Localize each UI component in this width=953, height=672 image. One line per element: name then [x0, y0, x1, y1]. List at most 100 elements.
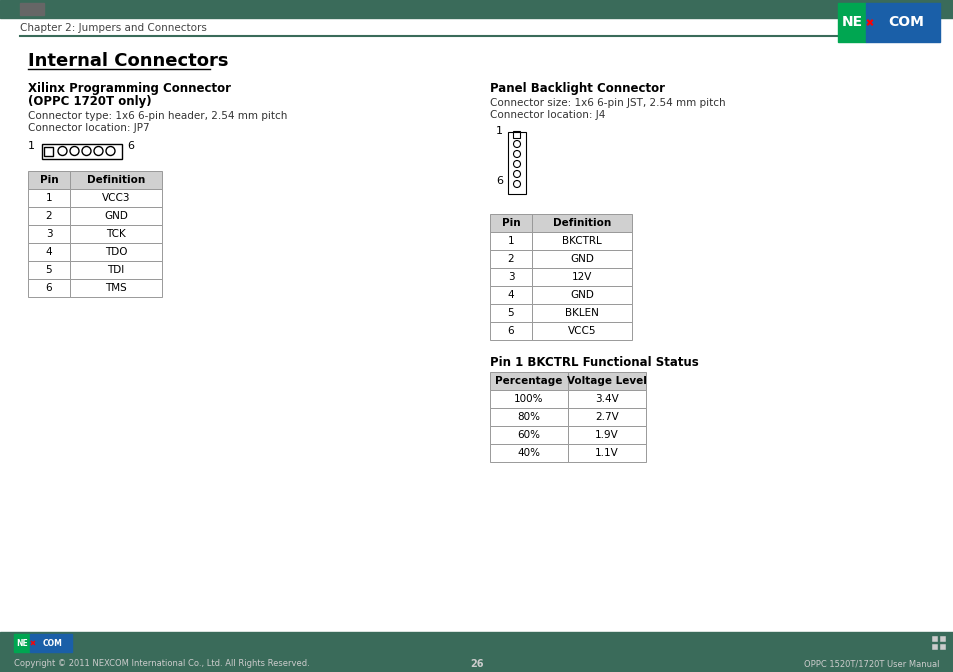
- Text: 4: 4: [46, 247, 52, 257]
- Bar: [70, 243, 162, 261]
- Bar: [507, 132, 525, 194]
- Bar: [490, 372, 567, 390]
- Text: Voltage Level: Voltage Level: [566, 376, 646, 386]
- Bar: [28, 189, 70, 207]
- Text: 80%: 80%: [517, 412, 540, 422]
- Text: Percentage: Percentage: [495, 376, 562, 386]
- Text: VCC3: VCC3: [102, 193, 131, 203]
- Bar: [490, 390, 567, 408]
- Text: Definition: Definition: [87, 175, 145, 185]
- Bar: [490, 286, 532, 304]
- Text: NE: NE: [841, 15, 862, 30]
- Text: Connector type: 1x6 6-pin header, 2.54 mm pitch: Connector type: 1x6 6-pin header, 2.54 m…: [28, 111, 287, 121]
- Bar: [532, 268, 631, 286]
- Bar: [567, 372, 645, 390]
- Text: COM: COM: [887, 15, 923, 30]
- Bar: [532, 232, 631, 250]
- Text: 5: 5: [507, 308, 514, 318]
- Text: Xilinx Programming Connector: Xilinx Programming Connector: [28, 82, 231, 95]
- Text: COM: COM: [43, 638, 63, 648]
- Bar: [70, 261, 162, 279]
- Bar: [931, 636, 937, 642]
- Text: 1: 1: [496, 126, 502, 136]
- Bar: [44, 146, 53, 155]
- Text: Pin: Pin: [501, 218, 519, 228]
- Bar: [490, 268, 532, 286]
- Text: Internal Connectors: Internal Connectors: [28, 52, 229, 70]
- Bar: [490, 232, 532, 250]
- Text: Pin 1 BKCTRL Functional Status: Pin 1 BKCTRL Functional Status: [490, 356, 698, 369]
- Text: GND: GND: [570, 254, 594, 264]
- Bar: [865, 3, 939, 42]
- Text: Panel Backlight Connector: Panel Backlight Connector: [490, 82, 664, 95]
- Bar: [939, 636, 945, 642]
- Bar: [30, 634, 71, 652]
- Bar: [28, 243, 70, 261]
- Bar: [490, 426, 567, 444]
- Bar: [567, 444, 645, 462]
- Text: OPPC 1520T/1720T User Manual: OPPC 1520T/1720T User Manual: [803, 659, 939, 669]
- Text: Chapter 2: Jumpers and Connectors: Chapter 2: Jumpers and Connectors: [20, 23, 207, 33]
- Bar: [837, 3, 865, 42]
- Text: 6: 6: [46, 283, 52, 293]
- Text: TDI: TDI: [108, 265, 125, 275]
- Bar: [490, 322, 532, 340]
- Text: VCC5: VCC5: [567, 326, 596, 336]
- Text: 3: 3: [507, 272, 514, 282]
- Text: (OPPC 1720T only): (OPPC 1720T only): [28, 95, 152, 108]
- Bar: [490, 214, 532, 232]
- Text: 4: 4: [507, 290, 514, 300]
- Bar: [28, 279, 70, 297]
- Text: 1: 1: [28, 141, 35, 151]
- Bar: [931, 644, 937, 650]
- Text: GND: GND: [104, 211, 128, 221]
- Text: 26: 26: [470, 659, 483, 669]
- Text: Definition: Definition: [553, 218, 611, 228]
- Text: 1.1V: 1.1V: [595, 448, 618, 458]
- Text: Connector location: J4: Connector location: J4: [490, 110, 605, 120]
- Text: NE: NE: [16, 638, 28, 648]
- Text: 12V: 12V: [571, 272, 592, 282]
- Bar: [0, 0, 953, 18]
- Text: 6: 6: [507, 326, 514, 336]
- Text: 3.4V: 3.4V: [595, 394, 618, 404]
- Text: 1: 1: [507, 236, 514, 246]
- Bar: [490, 408, 567, 426]
- Text: Connector location: JP7: Connector location: JP7: [28, 123, 150, 133]
- Text: TCK: TCK: [106, 229, 126, 239]
- Bar: [0, 632, 953, 672]
- Bar: [567, 390, 645, 408]
- Bar: [567, 408, 645, 426]
- Text: 1: 1: [46, 193, 52, 203]
- Text: BKCTRL: BKCTRL: [561, 236, 601, 246]
- Text: TDO: TDO: [105, 247, 127, 257]
- Bar: [532, 250, 631, 268]
- Text: 1.9V: 1.9V: [595, 430, 618, 440]
- Text: 6: 6: [127, 141, 133, 151]
- Bar: [532, 214, 631, 232]
- Bar: [70, 189, 162, 207]
- Text: 60%: 60%: [517, 430, 540, 440]
- Bar: [70, 225, 162, 243]
- Bar: [28, 225, 70, 243]
- Bar: [70, 171, 162, 189]
- Bar: [490, 250, 532, 268]
- Bar: [532, 286, 631, 304]
- Text: Pin: Pin: [40, 175, 58, 185]
- Bar: [532, 322, 631, 340]
- Bar: [42, 144, 122, 159]
- Bar: [532, 304, 631, 322]
- Text: 2.7V: 2.7V: [595, 412, 618, 422]
- Bar: [28, 261, 70, 279]
- Text: TMS: TMS: [105, 283, 127, 293]
- Text: 100%: 100%: [514, 394, 543, 404]
- Bar: [20, 3, 44, 15]
- Bar: [70, 279, 162, 297]
- Bar: [70, 207, 162, 225]
- Bar: [28, 171, 70, 189]
- Text: 3: 3: [46, 229, 52, 239]
- Bar: [567, 426, 645, 444]
- Text: Connector size: 1x6 6-pin JST, 2.54 mm pitch: Connector size: 1x6 6-pin JST, 2.54 mm p…: [490, 98, 725, 108]
- Text: 2: 2: [46, 211, 52, 221]
- Text: BKLEN: BKLEN: [564, 308, 598, 318]
